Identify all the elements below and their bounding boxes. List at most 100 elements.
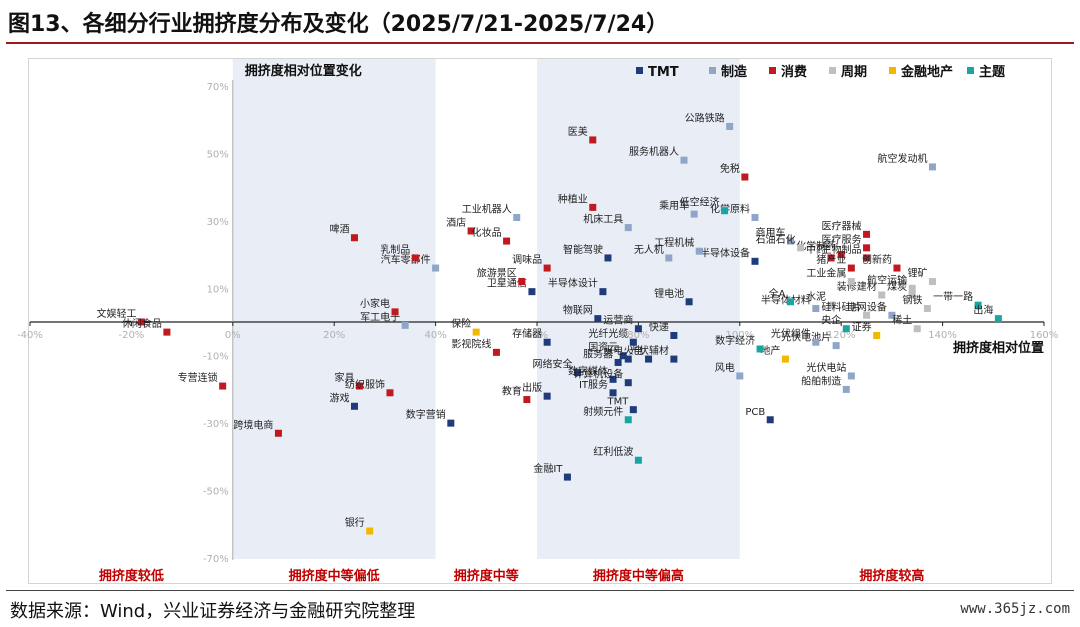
data-point-label: 水电 <box>603 344 623 357</box>
data-point <box>781 355 789 363</box>
y-tick-label: -70% <box>203 554 229 565</box>
band-label-mid-high: 拥挤度中等偏高 <box>592 569 684 584</box>
band-label-mid-low: 拥挤度中等偏低 <box>288 569 380 584</box>
legend-label: 制造 <box>721 64 748 80</box>
data-point-label: 纺织服饰 <box>345 378 385 391</box>
data-point-label: 跨境电商 <box>233 418 273 431</box>
data-point-label: 化学原料 <box>710 202 750 215</box>
data-point-label: 专营连锁 <box>178 371 218 384</box>
data-point <box>609 375 617 383</box>
data-point <box>827 301 835 309</box>
data-point <box>604 254 612 262</box>
legend-label: 主题 <box>979 64 1006 80</box>
x-tick-label: -40% <box>17 330 43 341</box>
data-point-label: 医疗服务 <box>822 233 862 246</box>
legend-marker <box>967 67 974 74</box>
data-point-label: 船舶制造 <box>801 374 841 387</box>
data-point <box>994 315 1002 323</box>
legend-label: 周期 <box>841 65 867 80</box>
data-point <box>503 237 511 245</box>
data-point <box>624 224 632 232</box>
data-point <box>543 338 551 346</box>
data-point <box>274 429 282 437</box>
data-point <box>350 402 358 410</box>
data-point <box>863 244 871 252</box>
data-point <box>863 254 871 262</box>
data-point-label: 家具 <box>335 371 355 384</box>
data-point <box>629 406 637 414</box>
data-point-label: 光伏电站 <box>806 361 846 374</box>
data-point-label: 数字经济 <box>715 334 755 347</box>
data-point <box>350 234 358 242</box>
data-point <box>974 301 982 309</box>
data-point-label: 生物制品 <box>822 243 862 256</box>
data-point <box>837 251 845 259</box>
x-tick-label: 0% <box>225 330 241 341</box>
data-point <box>543 392 551 400</box>
data-point-label: 乘用车 <box>659 199 689 212</box>
y-tick-label: 30% <box>207 217 229 228</box>
data-point-label: 地产 <box>760 344 780 357</box>
data-point-label: 半导体设计 <box>548 277 598 290</box>
data-point <box>878 291 886 299</box>
data-point-label: 影视院线 <box>451 337 491 350</box>
band-label-mid: 拥挤度中等 <box>453 569 519 584</box>
data-point <box>756 345 764 353</box>
data-point-label: 工业机器人 <box>462 202 512 215</box>
data-point <box>163 328 171 336</box>
data-point <box>908 284 916 292</box>
axis-layer: -40% -20% 0% 20% 40% 60% 80% 100% 120% 140% 160% 70… <box>17 63 1058 565</box>
data-point-label: 硅料硅片 <box>822 300 862 313</box>
data-point <box>467 227 475 235</box>
data-point-label: 稀土 <box>892 314 912 327</box>
data-point <box>751 257 759 265</box>
data-point-label: 啤酒 <box>329 224 349 236</box>
data-point <box>863 230 871 238</box>
data-point-label: 锂电池 <box>654 287 684 300</box>
x-tick-label: 20% <box>323 330 345 341</box>
data-point-label: 乳制品 <box>380 243 410 256</box>
data-point-label: 保险 <box>451 317 471 330</box>
data-point-label: 化学制药 <box>796 240 836 253</box>
data-point <box>614 358 622 366</box>
data-point <box>812 338 820 346</box>
data-point-label: 游戏 <box>329 391 349 404</box>
data-point <box>472 328 480 336</box>
data-point-label: 数字媒体 <box>568 364 608 377</box>
data-point-label: 火电 <box>624 344 644 357</box>
data-point-label: 半导体设备 <box>700 246 750 259</box>
data-point-label: 航空运输 <box>867 273 907 286</box>
data-point-label: 服务机器人 <box>629 145 679 158</box>
data-point-label: 锂矿 <box>907 267 927 280</box>
y-tick-label: 70% <box>207 82 229 93</box>
data-point-label: 装修建材 <box>837 280 877 293</box>
data-point-label: 物联网 <box>563 304 593 317</box>
data-point <box>401 321 409 329</box>
data-point-label: 射频元件 <box>583 405 623 418</box>
data-point-label: 智能驾驶 <box>563 243 603 256</box>
data-point-label: 出版 <box>522 381 542 394</box>
data-point-label: 无人机 <box>634 243 664 256</box>
data-point <box>928 278 936 286</box>
data-point-label: 全A <box>769 287 786 300</box>
x-tick-label: 40% <box>424 330 446 341</box>
data-point <box>670 355 678 363</box>
x-tick-label: 140% <box>928 330 957 341</box>
legend-marker <box>769 67 776 74</box>
data-point-label: 教育 <box>502 385 522 398</box>
data-point <box>589 203 597 211</box>
data-point <box>411 254 419 262</box>
data-point-label: 服务器 <box>583 347 613 360</box>
data-point-label: 金融IT <box>533 462 563 475</box>
data-point-label: 旅游景区 <box>477 267 517 280</box>
data-point-label: 出海 <box>973 304 993 317</box>
y-tick-label: 50% <box>207 149 229 160</box>
data-point <box>624 379 632 387</box>
data-point <box>680 156 688 164</box>
data-point <box>645 355 653 363</box>
x-tick-label: 160% <box>1030 330 1059 341</box>
x-tick-label: -20% <box>118 330 144 341</box>
data-point <box>563 473 571 481</box>
data-point-label: 半导体材料 <box>761 294 811 307</box>
